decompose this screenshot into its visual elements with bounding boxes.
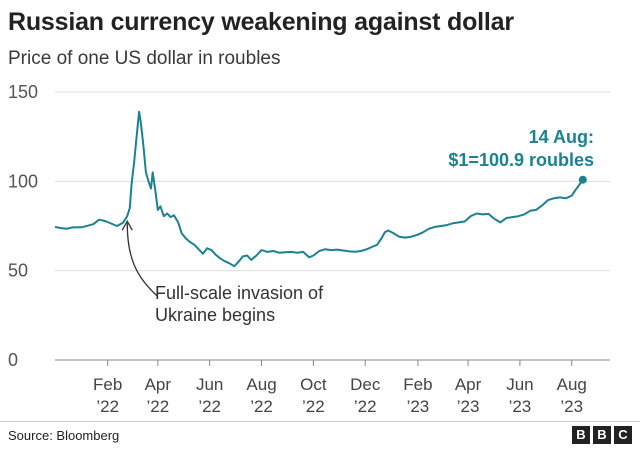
- invasion-arrow-head: [121, 219, 133, 231]
- latest-value-annotation: 14 Aug:: [529, 127, 594, 147]
- x-tick-label-month: Feb: [93, 375, 122, 394]
- x-tick-label-month: Apr: [145, 375, 172, 394]
- x-tick-label-year: ’23: [407, 397, 430, 416]
- source-note: Source: Bloomberg: [8, 428, 120, 443]
- x-tick-label-month: Apr: [455, 375, 482, 394]
- x-tick-label-year: ’22: [354, 397, 377, 416]
- x-tick-label-month: Jun: [196, 375, 223, 394]
- invasion-annotation-text: Ukraine begins: [155, 305, 275, 325]
- series-line-usd-rub: [54, 110, 584, 268]
- footer-divider: [0, 421, 640, 422]
- bbc-logo: B B C: [572, 426, 632, 444]
- x-tick-label-year: ’23: [560, 397, 583, 416]
- y-tick-label: 150: [8, 82, 38, 102]
- y-tick-label: 0: [8, 350, 18, 370]
- x-tick-label-year: ’22: [250, 397, 273, 416]
- x-tick-label-month: Feb: [403, 375, 432, 394]
- x-tick-label-year: ’22: [302, 397, 325, 416]
- x-tick-label-month: Aug: [557, 375, 587, 394]
- y-tick-label: 50: [8, 261, 28, 281]
- latest-value-dot: [578, 175, 587, 184]
- chart-subtitle: Price of one US dollar in roubles: [8, 48, 281, 69]
- x-tick-label-month: Oct: [300, 375, 327, 394]
- x-tick-label-month: Aug: [246, 375, 276, 394]
- y-tick-label: 100: [8, 171, 38, 191]
- chart-title: Russian currency weakening against dolla…: [8, 8, 514, 36]
- x-tick-label-month: Jun: [506, 375, 533, 394]
- x-tick-label-year: ’22: [198, 397, 221, 416]
- logo-letter-c: C: [614, 426, 632, 444]
- x-tick-label-year: ’23: [457, 397, 480, 416]
- x-tick-label-year: ’22: [146, 397, 169, 416]
- x-tick-label-year: ’23: [509, 397, 532, 416]
- invasion-arrow-line: [126, 223, 158, 297]
- x-tick-label-year: ’22: [96, 397, 119, 416]
- invasion-annotation-text: Full-scale invasion of: [155, 283, 324, 303]
- x-tick-label-month: Dec: [350, 375, 381, 394]
- logo-letter-b2: B: [593, 426, 611, 444]
- line-chart: 0 50 100 150 Feb ’22 Apr ’22 Jun ’22 Aug ’22 Oct ’22 D…: [8, 82, 610, 416]
- latest-value-annotation: $1=100.9 roubles: [448, 150, 594, 170]
- logo-letter-b1: B: [572, 426, 590, 444]
